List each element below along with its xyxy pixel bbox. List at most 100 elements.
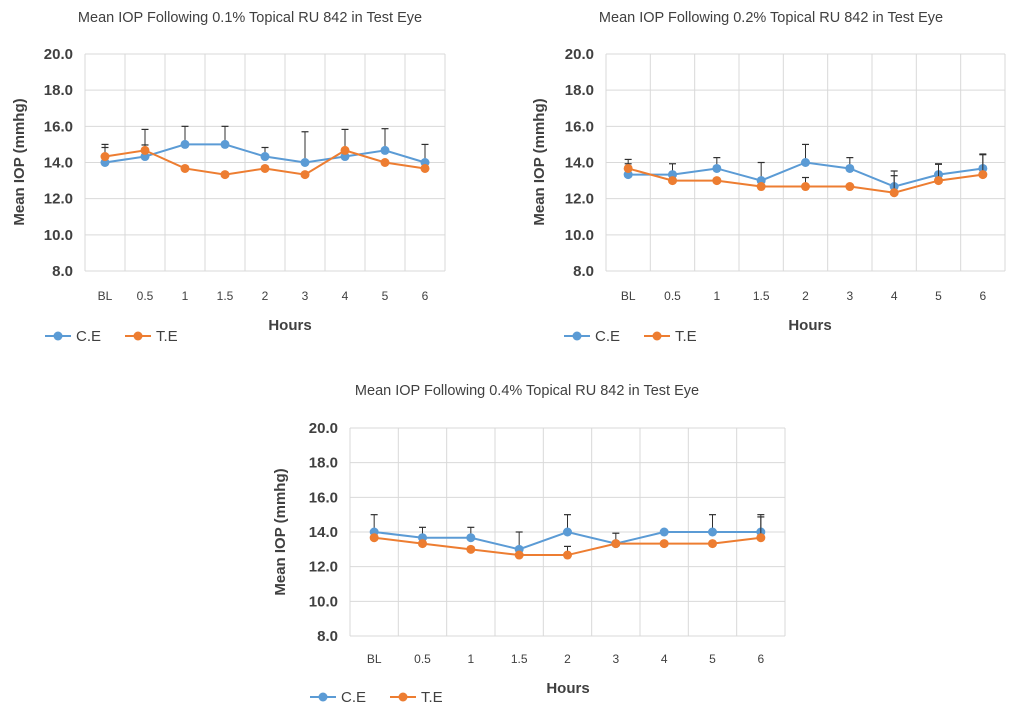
data-point <box>756 182 766 192</box>
legend-marker <box>398 692 408 702</box>
y-tick-label: 10.0 <box>44 227 73 244</box>
x-tick-label: 3 <box>302 289 309 303</box>
legend-marker <box>53 331 63 341</box>
y-tick-label: 8.0 <box>317 628 338 645</box>
data-point <box>220 139 230 149</box>
data-point <box>340 152 350 162</box>
data-point <box>845 163 855 173</box>
data-point <box>708 527 717 537</box>
x-tick-label: 2 <box>802 289 809 303</box>
x-tick-label: 6 <box>979 289 986 303</box>
chart-title: Mean IOP Following 0.4% Topical RU 842 i… <box>355 383 699 399</box>
legend-label: C.E <box>76 328 101 345</box>
data-point <box>756 533 766 543</box>
data-point <box>140 152 150 162</box>
data-point <box>300 158 310 167</box>
data-point <box>220 170 230 180</box>
y-tick-label: 14.0 <box>44 155 73 172</box>
chart-2: Mean IOP Following 0.2% Topical RU 842 i… <box>531 10 1006 345</box>
legend-marker <box>318 692 328 702</box>
y-tick-label: 20.0 <box>565 46 594 63</box>
x-tick-label: 2 <box>262 289 269 303</box>
x-tick-label: 5 <box>935 289 942 303</box>
x-tick-label: 0.5 <box>414 652 431 666</box>
data-point <box>260 163 270 173</box>
legend-label: T.E <box>675 328 697 345</box>
data-point <box>380 145 390 155</box>
data-point <box>708 539 717 549</box>
data-point <box>712 176 722 186</box>
chart-title: Mean IOP Following 0.1% Topical RU 842 i… <box>78 10 422 26</box>
x-axis-title: Hours <box>268 317 311 334</box>
x-tick-label: 0.5 <box>137 289 154 303</box>
y-tick-label: 16.0 <box>309 489 338 506</box>
x-tick-label: 1 <box>713 289 720 303</box>
x-axis-title: Hours <box>788 317 831 334</box>
data-point <box>420 163 430 173</box>
data-point <box>180 163 190 173</box>
x-tick-label: 3 <box>846 289 853 303</box>
data-point <box>659 539 669 549</box>
chart-3: Mean IOP Following 0.4% Topical RU 842 i… <box>272 383 786 706</box>
data-point <box>300 170 310 180</box>
legend-marker <box>572 331 582 341</box>
x-tick-label: 1.5 <box>511 652 528 666</box>
y-tick-label: 16.0 <box>565 118 594 135</box>
data-point <box>514 550 524 560</box>
data-point <box>934 176 943 186</box>
x-tick-label: 1.5 <box>217 289 234 303</box>
legend: C.E T.E <box>564 328 697 345</box>
x-tick-label: 1.5 <box>753 289 770 303</box>
x-tick-label: 1 <box>182 289 189 303</box>
data-point <box>100 152 110 162</box>
data-point <box>340 145 350 155</box>
chart-title: Mean IOP Following 0.2% Topical RU 842 i… <box>599 10 943 26</box>
y-axis-title: Mean IOP (mmhg) <box>272 468 289 595</box>
data-point <box>978 170 988 180</box>
x-tick-label: 3 <box>612 652 619 666</box>
x-tick-label: 4 <box>342 289 349 303</box>
data-point <box>889 188 899 198</box>
legend-label: C.E <box>595 328 620 345</box>
y-tick-label: 12.0 <box>565 191 594 208</box>
data-point <box>369 533 379 543</box>
x-tick-label: 5 <box>382 289 389 303</box>
y-tick-label: 20.0 <box>44 46 73 63</box>
data-point <box>466 533 476 543</box>
x-tick-label: BL <box>367 652 382 666</box>
data-point <box>563 550 572 560</box>
data-point <box>668 176 677 186</box>
legend-label: C.E <box>341 689 366 706</box>
y-tick-label: 18.0 <box>309 455 338 472</box>
legend: C.E T.E <box>310 689 443 706</box>
legend-marker <box>652 331 662 341</box>
y-tick-label: 20.0 <box>309 420 338 437</box>
data-point <box>180 139 190 149</box>
y-tick-label: 12.0 <box>309 559 338 576</box>
data-point <box>611 539 621 549</box>
x-tick-label: 1 <box>467 652 474 666</box>
series-te <box>369 516 766 560</box>
y-tick-label: 16.0 <box>44 118 73 135</box>
legend-marker <box>133 331 143 341</box>
x-tick-label: 4 <box>891 289 898 303</box>
data-point <box>801 158 810 167</box>
y-tick-label: 14.0 <box>309 524 338 541</box>
x-tick-label: 4 <box>661 652 668 666</box>
y-axis-title: Mean IOP (mmhg) <box>11 98 28 225</box>
x-tick-label: 5 <box>709 652 716 666</box>
x-tick-label: BL <box>621 289 636 303</box>
x-tick-label: 6 <box>757 652 764 666</box>
y-tick-label: 12.0 <box>44 191 73 208</box>
legend-label: T.E <box>421 689 443 706</box>
y-tick-label: 10.0 <box>309 593 338 610</box>
data-point <box>418 539 427 549</box>
data-point <box>801 182 810 192</box>
y-tick-label: 18.0 <box>565 82 594 99</box>
y-tick-label: 8.0 <box>52 263 73 280</box>
series-te <box>100 144 430 180</box>
data-point <box>563 527 572 537</box>
legend: C.E T.E <box>45 328 178 345</box>
